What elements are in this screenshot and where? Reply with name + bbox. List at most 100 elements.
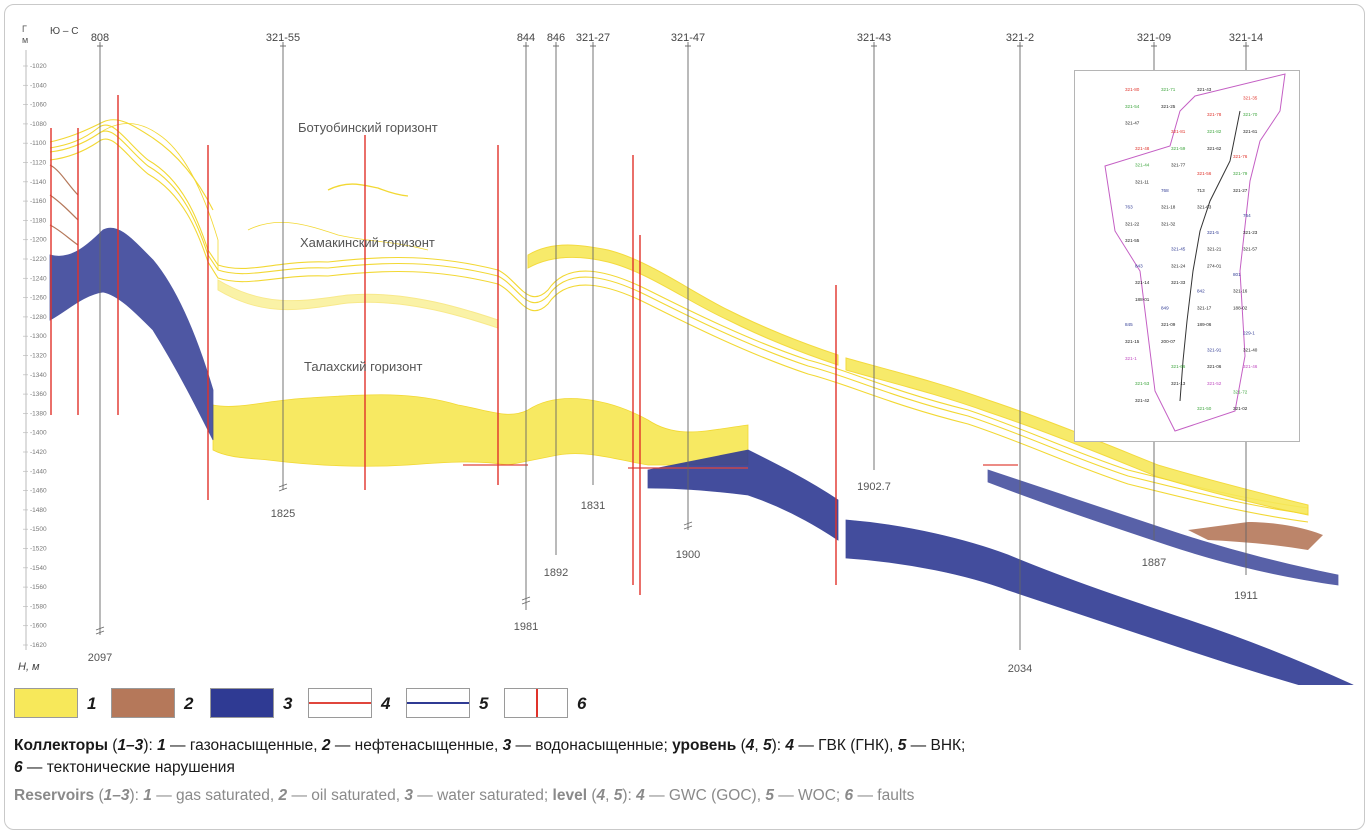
legend-swatch-oil	[111, 688, 175, 718]
inset-well-label: 321-82	[1207, 129, 1222, 134]
well-321-47: 321-47 1900	[671, 32, 705, 561]
inset-well-label: 189-06	[1197, 322, 1212, 327]
depth-tick-label: -1340	[30, 372, 47, 379]
caption-en-bold: level	[552, 787, 588, 804]
depth-tick-label: -1540	[30, 565, 47, 572]
depth-tick-labels: -1020 -1040 -1060 -1080 -1100 -1120 -1140 -1160…	[23, 63, 47, 649]
depth-tick-label: -1160	[30, 198, 47, 205]
depth-tick-label: -1200	[30, 237, 47, 244]
inset-well-label: 321-63	[1197, 205, 1212, 210]
well-name: 321-14	[1229, 32, 1263, 44]
inset-well-label: 321-59	[1171, 146, 1186, 151]
inset-well-label: 842	[1197, 289, 1205, 294]
inset-well-label: 321-09	[1161, 322, 1176, 327]
depth-tick-label: -1620	[30, 642, 47, 649]
depth-tick-label: -1580	[30, 603, 47, 610]
inset-well-label: 321-48	[1135, 146, 1150, 151]
caption-ru-text: — ГВК (ГНК),	[794, 737, 898, 754]
well-name: 846	[547, 32, 565, 44]
inset-well-label: 321-32	[1161, 221, 1176, 226]
well-break-mark	[95, 626, 105, 635]
depth-tick-label: -1520	[30, 546, 47, 553]
inset-well-label: 321-70	[1243, 112, 1258, 117]
depth-tick-label: -1400	[30, 430, 47, 437]
depth-tick-label: -1600	[30, 623, 47, 630]
inset-well-label: 321-14	[1135, 280, 1150, 285]
caption-ru-bold: Коллекторы	[14, 737, 108, 754]
well-name: 321-47	[671, 32, 705, 44]
water-saturated-zone	[49, 227, 1354, 685]
depth-tick-label: -1020	[30, 63, 47, 70]
inset-map-svg: 321-80 321-35 321-78 321-81 321-48 321-76 321-…	[1104, 73, 1286, 432]
well-321-43: 321-43 1902.7	[857, 32, 891, 493]
inset-well-label: 321-17	[1197, 305, 1212, 310]
inset-well-label: 321-16	[1233, 289, 1248, 294]
caption-en-text: — WOC;	[773, 787, 845, 804]
legend-swatch-fault	[504, 688, 568, 718]
inset-well-label: 321-50	[1197, 406, 1212, 411]
axis-unit-top-1: Г	[22, 24, 27, 34]
inset-well-label: 321-23	[1243, 230, 1258, 235]
caption-ru-num: 5	[762, 737, 772, 754]
caption-en-num: 4	[596, 787, 606, 804]
inset-well-label: 321-81	[1171, 129, 1186, 134]
well-name: 321-55	[266, 32, 300, 44]
legend-swatch-woc-line	[406, 688, 470, 718]
inset-well-label: 321-54	[1125, 104, 1140, 109]
legend-num: 2	[184, 694, 194, 713]
depth-tick-label: -1480	[30, 507, 47, 514]
caption-en-num: 1	[143, 787, 152, 804]
well-break-mark	[521, 596, 531, 605]
direction-label: Ю – С	[50, 26, 78, 37]
inset-well-label: 321-45	[1171, 247, 1186, 252]
inset-well-label: 321-42	[1135, 398, 1150, 403]
inset-well-label: 321-25	[1161, 104, 1176, 109]
depth-tick-label: -1260	[30, 295, 47, 302]
inset-well-label: 321-15	[1125, 339, 1140, 344]
depth-tick-label: -1180	[30, 217, 47, 224]
well-total-depth: 1892	[544, 567, 568, 579]
inset-well-label: 843	[1135, 263, 1143, 268]
inset-well-label: 321-56	[1197, 171, 1212, 176]
depth-tick-label: -1240	[30, 275, 47, 282]
well-total-depth: 1911	[1234, 590, 1258, 602]
well-846: 846 1892	[544, 32, 568, 579]
caption-en-text: — faults	[853, 787, 915, 804]
caption-english: Reservoirs (1–3): 1 — gas saturated, 2 —…	[14, 787, 915, 804]
depth-tick-label: -1140	[30, 179, 47, 186]
oil-lens-right	[1188, 522, 1323, 550]
inset-well-label: 321-27	[1233, 188, 1248, 193]
caption-ru-text: — нефтенасыщенные,	[330, 737, 503, 754]
inset-well-label: 321-24	[1171, 263, 1186, 268]
well-total-depth: 1981	[514, 621, 538, 633]
caption-ru-num: 3	[502, 737, 512, 754]
depth-tick-label: -1280	[30, 314, 47, 321]
inset-well-label: 321-71	[1161, 87, 1176, 92]
depth-tick-label: -1560	[30, 584, 47, 591]
well-name: 844	[517, 32, 535, 44]
well-844: 844 1981	[514, 32, 538, 633]
inset-well-label: 321-06	[1207, 364, 1222, 369]
well-break-mark	[278, 483, 288, 492]
axis-unit-top-2: м	[22, 35, 28, 45]
inset-well-label: 321-18	[1161, 205, 1176, 210]
depth-tick-label: -1040	[30, 82, 47, 89]
caption-ru-range: 1–3	[117, 737, 144, 754]
depth-tick-label: -1060	[30, 102, 47, 109]
inset-well-label: 321-55	[1125, 238, 1140, 243]
inset-well-label: 321-77	[1171, 163, 1186, 168]
depth-tick-label: -1300	[30, 333, 47, 340]
caption-en-num: 2	[278, 787, 288, 804]
inset-well-label: 321-91	[1207, 347, 1222, 352]
depth-tick-label: -1080	[30, 121, 47, 128]
inset-well-label: 321-76	[1233, 154, 1248, 159]
caption-ru-num: 4	[785, 737, 795, 754]
depth-tick-label: -1380	[30, 410, 47, 417]
inset-well-label: 188-01	[1135, 297, 1150, 302]
inset-well-label: 321-62	[1207, 146, 1222, 151]
caption-ru-num: 5	[897, 737, 907, 754]
depth-tick-label: -1460	[30, 488, 47, 495]
inset-location-map: 321-80 321-35 321-78 321-81 321-48 321-76 321-…	[1074, 70, 1300, 442]
depth-tick-label: -1100	[30, 140, 47, 147]
inset-well-label: 229-1	[1243, 331, 1255, 336]
